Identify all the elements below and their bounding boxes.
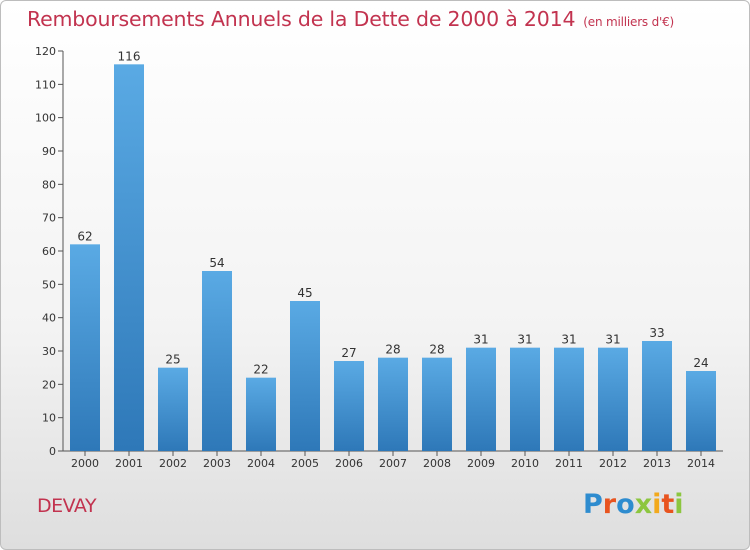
bar-2010 — [510, 347, 540, 451]
y-tick-label: 10 — [42, 412, 56, 425]
x-tick-label-2002: 2002 — [159, 457, 187, 470]
bar-2005 — [290, 301, 320, 451]
x-tick-label-2006: 2006 — [335, 457, 363, 470]
axes: 0 10 20 30 40 50 60 70 80 90 100 110 120 2000 2001 2002… — [35, 45, 723, 470]
data-label-2012: 31 — [605, 333, 620, 347]
x-tick-label-2003: 2003 — [203, 457, 231, 470]
bar-2009 — [466, 347, 496, 451]
bar-2002 — [158, 367, 188, 451]
bar-2007 — [378, 357, 408, 451]
x-tick-label-2009: 2009 — [467, 457, 495, 470]
logo-letter: r — [602, 489, 617, 520]
bar-2008 — [422, 357, 452, 451]
y-tick-label: 90 — [42, 145, 56, 158]
x-tick-label-2010: 2010 — [511, 457, 539, 470]
data-label-2014: 24 — [693, 356, 708, 370]
y-tick-label: 20 — [42, 378, 56, 391]
bars: 62 116 25 54 22 45 27 28 28 31 31 31 31 33 24 — [70, 49, 716, 452]
chart-title: Remboursements Annuels de la Dette de 20… — [27, 7, 674, 31]
bar-2006 — [334, 361, 364, 451]
data-label-2010: 31 — [517, 333, 532, 347]
x-tick-label-2014: 2014 — [687, 457, 715, 470]
logo-letter: i — [652, 489, 662, 520]
chart-subtitle: (en milliers d'€) — [583, 15, 675, 29]
data-label-2007: 28 — [385, 343, 400, 357]
bar-2003 — [202, 271, 232, 451]
data-label-2001: 116 — [118, 49, 141, 63]
logo-letter: o — [616, 489, 635, 520]
data-label-2006: 27 — [341, 346, 356, 360]
bar-2000 — [70, 244, 100, 451]
data-label-2009: 31 — [473, 333, 488, 347]
y-tick-label: 0 — [49, 445, 56, 458]
data-label-2000: 62 — [77, 229, 92, 243]
bar-2013 — [642, 341, 672, 451]
bar-2014 — [686, 371, 716, 451]
bar-2012 — [598, 347, 628, 451]
x-tick-label-2001: 2001 — [115, 457, 143, 470]
y-tick-label: 120 — [35, 45, 56, 58]
logo-letter: t — [661, 489, 675, 520]
data-label-2011: 31 — [561, 333, 576, 347]
proxiti-logo[interactable]: Proxiti — [583, 489, 684, 520]
x-tick-label-2011: 2011 — [555, 457, 583, 470]
x-tick-label-2000: 2000 — [71, 457, 99, 470]
y-tick-label: 50 — [42, 278, 56, 291]
data-label-2004: 22 — [253, 363, 268, 377]
x-tick-label-2004: 2004 — [247, 457, 275, 470]
bar-2011 — [554, 347, 584, 451]
logo-letter: i — [674, 489, 684, 520]
x-tick-label-2005: 2005 — [291, 457, 319, 470]
data-label-2008: 28 — [429, 343, 444, 357]
logo-letter: P — [583, 489, 603, 520]
x-tick-label-2007: 2007 — [379, 457, 407, 470]
data-label-2013: 33 — [649, 326, 664, 340]
commune-name: DEVAY — [37, 495, 97, 517]
data-label-2002: 25 — [165, 353, 180, 367]
y-tick-label: 40 — [42, 312, 56, 325]
y-tick-label: 100 — [35, 112, 56, 125]
data-label-2003: 54 — [209, 256, 224, 270]
y-tick-label: 110 — [35, 78, 56, 91]
x-tick-label-2012: 2012 — [599, 457, 627, 470]
y-tick-label: 80 — [42, 178, 56, 191]
logo-letter: x — [634, 489, 653, 520]
y-tick-label: 70 — [42, 212, 56, 225]
y-tick-label: 60 — [42, 245, 56, 258]
y-tick-label: 30 — [42, 345, 56, 358]
chart-title-text: Remboursements Annuels de la Dette de 20… — [27, 7, 576, 31]
bar-2001 — [114, 64, 144, 452]
x-tick-label-2008: 2008 — [423, 457, 451, 470]
x-tick-label-2013: 2013 — [643, 457, 671, 470]
data-label-2005: 45 — [297, 286, 312, 300]
bar-2004 — [246, 377, 276, 451]
